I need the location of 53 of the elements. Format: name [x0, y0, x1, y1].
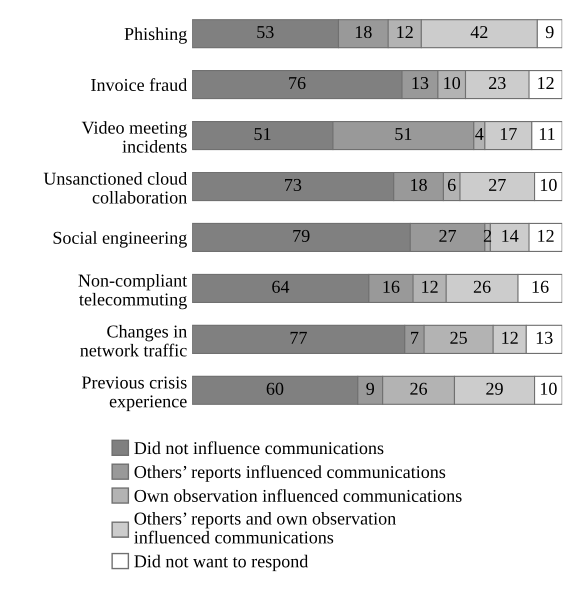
data-label: 2: [484, 230, 492, 242]
data-label: 12: [502, 332, 518, 344]
data-label: 13: [412, 76, 428, 90]
data-label: 79: [293, 230, 310, 242]
data-label: 10: [444, 76, 460, 90]
data-label: 25: [450, 332, 467, 344]
data-label: 4: [475, 128, 484, 140]
legend-label: Did not want to respond: [134, 554, 308, 572]
data-label: 77: [290, 332, 307, 344]
data-label: 18: [411, 178, 427, 192]
y-tick-label: Previous crisis experience: [82, 376, 187, 412]
data-label: 17: [500, 128, 517, 140]
data-label: 14: [502, 230, 518, 242]
data-label: 6: [448, 178, 456, 192]
data-label: 27: [489, 178, 506, 191]
data-label: 27: [439, 230, 456, 242]
data-label: 26: [410, 382, 428, 395]
legend-label: Others’ reports and own observation influenced communications: [134, 512, 396, 544]
data-label: 9: [366, 382, 374, 395]
y-tick-label: Video meeting incidents: [82, 121, 187, 153]
legend-label: Others’ reports influenced communications: [134, 465, 446, 482]
data-label: 51: [254, 128, 270, 140]
data-label: 7: [411, 332, 418, 344]
data-label: 12: [538, 230, 554, 242]
data-label: 18: [356, 26, 372, 38]
data-label: 60: [266, 382, 284, 395]
data-label: 12: [538, 76, 554, 89]
data-label: 42: [470, 26, 488, 38]
data-label: 26: [474, 280, 491, 293]
data-label: 9: [546, 26, 554, 38]
data-label: 16: [532, 280, 549, 293]
legend-label: Did not influence communications: [134, 441, 384, 454]
data-label: 73: [285, 178, 302, 192]
y-tick-label: Invoice fraud: [91, 78, 188, 92]
data-label: 12: [397, 26, 413, 38]
data-label: 29: [486, 382, 503, 395]
data-label: 53: [257, 26, 274, 38]
data-label: 16: [384, 280, 400, 293]
data-label: 12: [422, 280, 438, 293]
data-label: 51: [395, 128, 412, 140]
data-label: 76: [289, 76, 306, 90]
data-label: 10: [540, 178, 557, 192]
y-tick-label: Non-compliant telecommuting: [78, 274, 188, 310]
data-label: 10: [540, 382, 557, 395]
y-tick-label: Phishing: [124, 27, 187, 44]
data-label: 23: [489, 76, 506, 90]
legend-label: Own observation influenced communications: [134, 489, 462, 502]
data-label: 11: [540, 128, 555, 140]
y-tick-label: Social engineering: [54, 231, 187, 248]
y-tick-label: Unsanctioned cloud collaboration: [44, 172, 188, 204]
data-label: 64: [272, 280, 290, 293]
data-label: 13: [536, 332, 553, 344]
y-tick-label: Changes in network traffic: [80, 324, 187, 357]
